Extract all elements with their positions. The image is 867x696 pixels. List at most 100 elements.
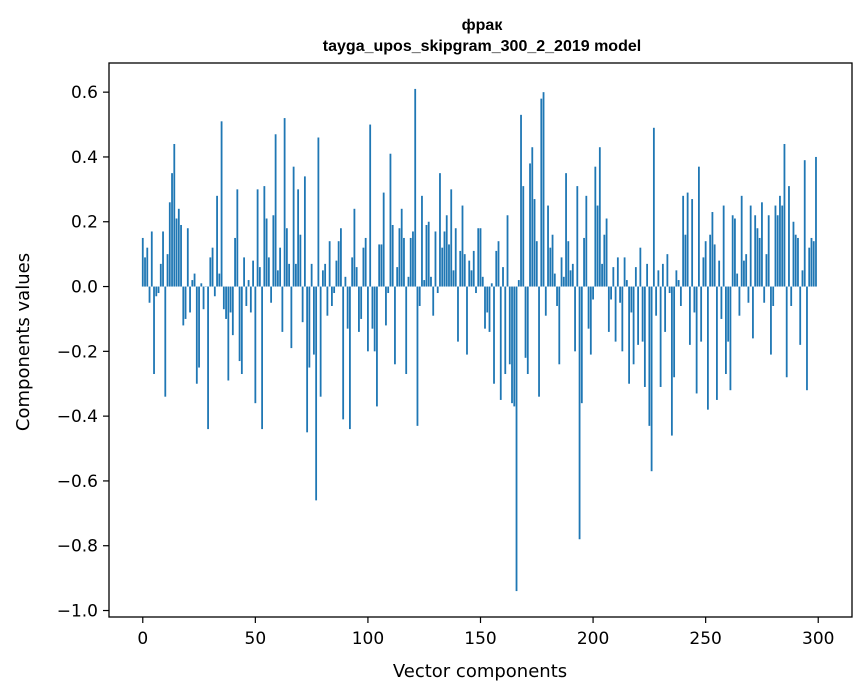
bar-component-61: [279, 247, 282, 287]
bar-component-165: [513, 286, 516, 407]
bar-component-214: [623, 257, 626, 287]
bar-component-188: [565, 173, 567, 287]
bar-component-149: [477, 228, 480, 287]
bar-component-174: [533, 199, 536, 287]
bar-component-0: [141, 237, 144, 287]
bar-component-59: [274, 134, 277, 287]
bar-component-232: [664, 286, 667, 332]
bar-component-242: [686, 192, 689, 287]
x-tick-label: 300: [802, 629, 834, 649]
bar-component-80: [321, 270, 324, 287]
bar-component-295: [806, 286, 808, 391]
bar-component-67: [292, 166, 295, 287]
bar-component-134: [443, 231, 446, 287]
bar-component-247: [698, 166, 700, 287]
bar-component-52: [258, 267, 261, 287]
bar-component-155: [490, 283, 493, 287]
y-tick-label: 0.6: [71, 83, 98, 103]
bar-component-63: [283, 118, 286, 287]
bar-component-117: [405, 286, 408, 375]
bar-component-199: [589, 286, 592, 355]
bar-component-291: [797, 237, 799, 287]
bar-component-187: [562, 276, 565, 287]
bar-component-274: [758, 237, 761, 287]
bar-component-73: [306, 286, 309, 433]
bar-component-130: [434, 231, 437, 287]
bar-component-190: [569, 270, 572, 287]
bars-group: [141, 88, 817, 592]
bar-component-185: [558, 286, 561, 365]
bar-component-209: [612, 267, 615, 287]
axes-frame: [108, 62, 853, 618]
bar-component-203: [598, 147, 601, 287]
bar-component-177: [540, 98, 543, 287]
bar-component-89: [342, 286, 345, 420]
bar-component-79: [319, 286, 322, 397]
y-tick-label: 0.0: [71, 278, 98, 298]
bar-component-178: [542, 92, 545, 287]
bar-component-11: [166, 254, 169, 287]
bar-component-74: [308, 286, 311, 368]
bar-component-257: [720, 286, 723, 319]
bar-component-268: [745, 254, 748, 287]
bar-component-23: [193, 273, 196, 287]
bar-component-114: [398, 228, 401, 287]
bar-component-120: [412, 231, 414, 287]
x-axis-ticks: 0 50 100 150 200 250 300: [137, 617, 834, 649]
bar-component-58: [272, 215, 275, 287]
bar-component-192: [574, 286, 576, 352]
bar-component-78: [317, 137, 320, 287]
bar-component-211: [616, 257, 619, 287]
bar-component-263: [734, 218, 736, 287]
bar-component-13: [171, 173, 173, 287]
bar-component-170: [524, 286, 527, 358]
bar-component-151: [481, 276, 484, 287]
bar-component-244: [691, 199, 694, 287]
bar-component-288: [790, 286, 793, 306]
bar-component-183: [553, 273, 556, 287]
bar-component-46: [245, 286, 248, 306]
bar-component-51: [256, 189, 259, 287]
bar-component-210: [614, 286, 617, 342]
bar-component-266: [740, 195, 743, 287]
bar-component-129: [432, 286, 435, 316]
bar-component-39: [229, 286, 232, 313]
bar-component-238: [677, 280, 680, 287]
bar-component-15: [175, 218, 178, 287]
bar-component-5: [153, 286, 155, 375]
bar-component-121: [414, 88, 417, 287]
y-tick-label: −0.2: [57, 342, 98, 362]
bar-component-258: [722, 205, 725, 287]
bar-component-270: [749, 205, 752, 287]
bar-component-206: [605, 218, 608, 287]
bar-component-241: [684, 234, 687, 287]
bar-component-145: [468, 260, 471, 287]
bar-component-294: [803, 160, 806, 287]
bar-component-19: [184, 286, 187, 319]
bar-component-184: [556, 286, 558, 306]
y-tick-label: 0.4: [71, 148, 98, 168]
bar-component-233: [666, 254, 669, 287]
bar-component-82: [326, 286, 329, 316]
y-tick-label: −0.8: [57, 537, 98, 557]
bar-component-276: [763, 286, 766, 303]
bar-component-1: [144, 257, 146, 287]
bar-component-36: [222, 286, 225, 310]
plot-area: [141, 88, 817, 592]
bar-component-105: [378, 244, 381, 287]
bar-component-3: [148, 286, 151, 303]
bar-component-205: [603, 234, 606, 287]
bar-component-173: [531, 147, 534, 287]
bar-component-14: [173, 143, 176, 287]
bar-component-168: [520, 114, 522, 287]
y-axis-ticks: −1.0 −0.8 −0.6 −0.4 −0.2 0.0 0.2 0.4 0.6: [57, 83, 109, 622]
bar-component-216: [628, 286, 630, 384]
bar-component-246: [695, 286, 698, 394]
bar-component-162: [506, 215, 509, 287]
bar-component-273: [756, 228, 759, 287]
bar-component-219: [634, 267, 637, 287]
x-tick-label: 250: [689, 629, 721, 649]
bar-component-122: [416, 286, 419, 426]
bar-component-236: [673, 286, 676, 378]
bar-component-200: [592, 286, 594, 300]
